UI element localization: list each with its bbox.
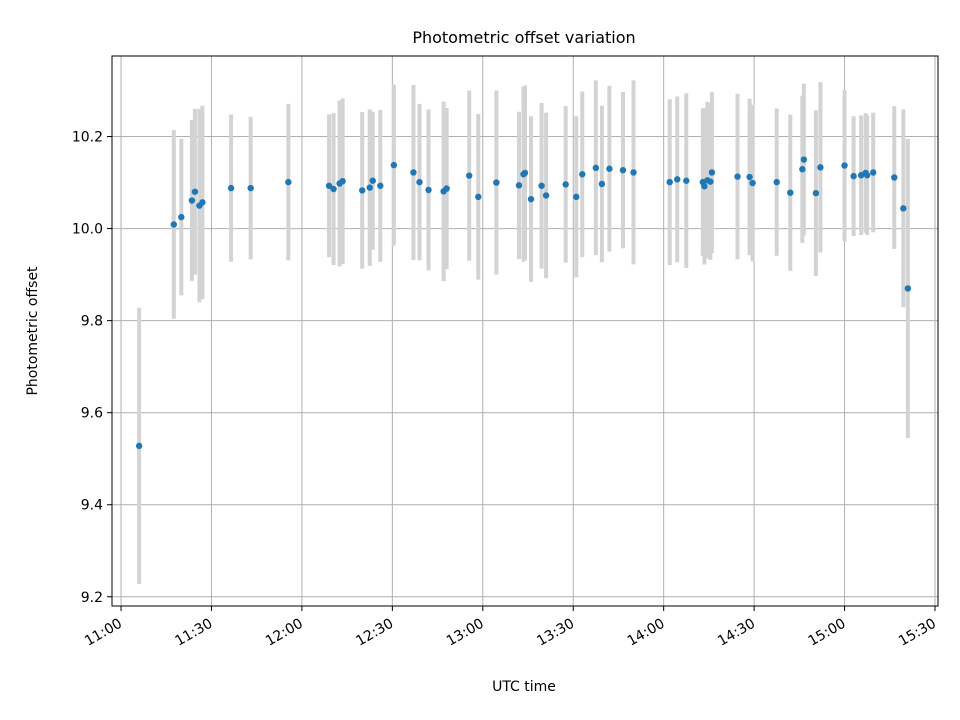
data-point	[630, 169, 637, 176]
data-point	[493, 179, 500, 186]
data-point	[841, 162, 848, 169]
data-point	[787, 189, 794, 196]
data-point	[800, 156, 808, 163]
data-point	[443, 185, 450, 192]
data-point	[188, 197, 196, 204]
data-point	[773, 178, 780, 186]
data-point	[701, 183, 708, 190]
y-axis: 9.2 9.4 9.6 9.8 10.0 10.2	[72, 130, 112, 606]
y-tick-label: 9.2	[81, 590, 103, 606]
data-point	[869, 169, 877, 176]
y-axis-label: Photometric offset	[25, 266, 41, 396]
y-tick-label: 9.6	[81, 406, 103, 422]
x-axis-label: UTC time	[492, 679, 556, 695]
data-point	[475, 193, 482, 201]
data-point	[538, 182, 545, 189]
data-point	[191, 188, 199, 195]
data-point	[466, 172, 473, 179]
data-point	[325, 182, 333, 189]
data-point	[390, 161, 398, 169]
data-point	[799, 166, 806, 173]
data-point	[817, 164, 824, 171]
data-point	[330, 185, 337, 193]
data-point	[527, 195, 535, 203]
data-point	[515, 182, 523, 189]
x-axis: 11:00 11:30 12:00 12:30 13:00 13:30 14:00 14:30…	[82, 606, 939, 650]
data-point	[178, 213, 185, 221]
data-point	[521, 169, 529, 177]
data-point	[542, 192, 550, 199]
data-point	[573, 193, 580, 201]
data-point	[734, 173, 741, 180]
data-point	[377, 182, 384, 189]
data-point	[749, 179, 756, 187]
data-point	[410, 169, 417, 176]
data-point	[606, 165, 613, 172]
x-tick-label: 15:00	[806, 616, 849, 650]
data-point	[619, 166, 627, 174]
grid	[112, 56, 938, 606]
data-point	[562, 181, 569, 188]
data-point	[708, 169, 716, 176]
data-point	[369, 177, 376, 184]
data-point	[746, 173, 753, 181]
data-point	[812, 189, 820, 197]
data-point	[850, 172, 857, 180]
chart-title: Photometric offset variation	[412, 28, 635, 47]
data-point	[707, 178, 714, 185]
x-tick-label: 11:00	[82, 616, 125, 650]
data-point	[891, 174, 898, 181]
data-point	[579, 171, 586, 178]
data-point	[199, 199, 206, 206]
data-point	[683, 177, 690, 184]
data-points	[135, 156, 912, 450]
x-tick-label: 13:30	[534, 616, 577, 650]
data-point	[900, 205, 907, 212]
data-point	[598, 180, 606, 188]
y-tick-label: 10.0	[72, 222, 103, 238]
data-point	[666, 178, 673, 186]
x-tick-label: 14:30	[715, 616, 758, 650]
x-tick-label: 12:00	[263, 616, 306, 650]
data-point	[170, 221, 177, 228]
data-point	[416, 178, 423, 186]
data-point	[359, 187, 366, 194]
data-point	[425, 186, 432, 194]
data-point	[863, 172, 871, 179]
errorbars	[137, 80, 910, 584]
x-tick-label: 14:00	[625, 616, 668, 650]
x-tick-label: 13:00	[444, 616, 487, 650]
x-tick-label: 11:30	[173, 616, 216, 650]
plot-frame	[111, 55, 939, 607]
data-point	[904, 285, 912, 292]
data-point	[592, 164, 600, 172]
x-tick-label: 15:30	[896, 616, 939, 650]
data-point	[674, 176, 681, 183]
data-point	[247, 184, 254, 192]
data-point	[339, 177, 346, 185]
x-tick-label: 12:30	[353, 616, 396, 650]
y-tick-label: 10.2	[72, 130, 103, 146]
data-point	[227, 184, 235, 192]
data-point	[135, 442, 143, 450]
data-point	[285, 178, 292, 186]
y-tick-label: 9.8	[81, 314, 103, 330]
data-point	[366, 184, 373, 191]
y-tick-label: 9.4	[81, 498, 103, 514]
